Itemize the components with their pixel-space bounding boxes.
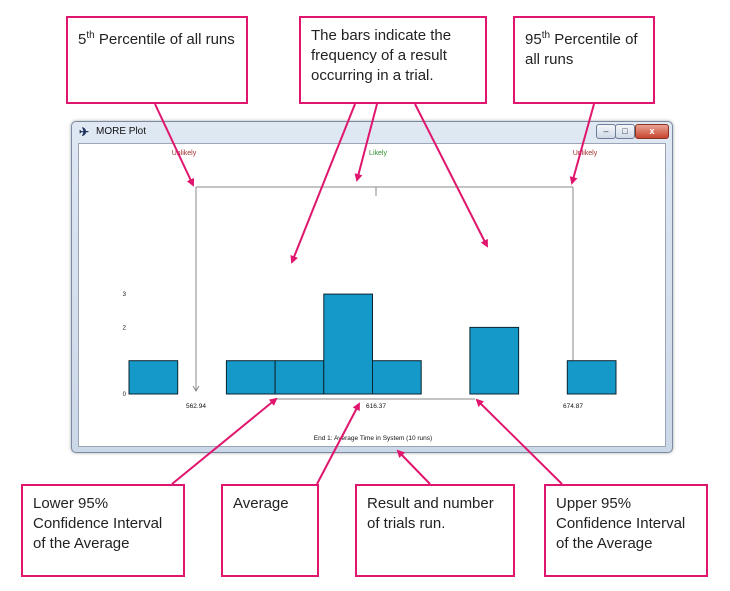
bar-10 [566,360,617,395]
x-tick-label-2: 674.87 [563,403,583,410]
histogram-chart: Unlikely Likely Unlikely 0 2 3 562.94 616.3… [123,150,617,442]
more-plot-window[interactable]: ✈ MORE Plot – □ x Unlikely Likely Unlike… [71,121,673,453]
zone-label-likely: Likely [369,150,387,157]
callout-5th-percentile: 5th Percentile of all runs [66,16,248,104]
zone-label-unlikely-left: Unlikely [172,150,197,157]
callout-bars-frequency: The bars indicate the frequency of a res… [299,16,487,104]
minimize-button[interactable]: – [596,124,616,139]
bar-6 [372,360,422,395]
x-tick-label-1: 616.37 [366,403,386,410]
callout-upper-ci: Upper 95% Confidence Interval of the Ave… [544,484,708,577]
callout-lower-ci: Lower 95% Confidence Interval of the Ave… [21,484,185,577]
zone-label-unlikely-right: Unlikely [573,150,598,157]
plot-area: Unlikely Likely Unlikely 0 2 3 562.94 616.3… [78,143,666,447]
bar-5 [323,293,374,395]
bar-8 [469,326,520,395]
bar-4 [274,360,325,395]
window-title: MORE Plot [96,126,147,137]
callout-result-trials: Result and number of trials run. [355,484,515,577]
callout-95th-percentile: 95th Percentile of all runs [513,16,655,104]
arrow-result-trials [396,449,431,485]
y-tick-label-1: 2 [123,325,127,331]
x-tick-label-0: 562.94 [186,403,206,410]
window-titlebar[interactable]: ✈ MORE Plot – □ x [72,122,672,142]
close-button[interactable]: x [635,124,669,139]
bar-1 [128,360,179,395]
callout-average: Average [221,484,319,577]
app-icon: ✈ [78,125,90,139]
y-tick-label-0: 0 [123,392,127,398]
y-tick-label-2: 3 [123,292,127,298]
maximize-button[interactable]: □ [615,124,635,139]
x-axis-label: End 1: Average Time in System (10 runs) [314,435,432,442]
percentile-5-arrowhead [192,385,200,392]
bar-3 [225,360,276,395]
